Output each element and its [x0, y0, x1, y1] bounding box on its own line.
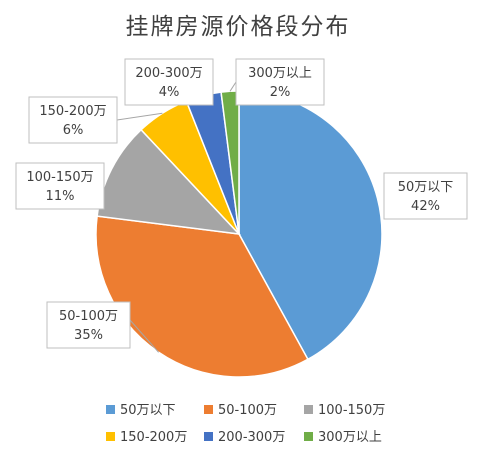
leader-line	[129, 319, 159, 353]
legend-item: 200-300万	[204, 430, 285, 445]
data-label-box	[383, 172, 468, 220]
data-label-box	[235, 58, 325, 106]
legend-label: 300万以上	[318, 430, 382, 445]
data-label: 300万以上 2%	[235, 58, 325, 106]
legend-label: 150-200万	[120, 430, 187, 445]
data-label-value: 4%	[159, 85, 180, 100]
data-label: 200-300万 4%	[124, 58, 214, 106]
legend-label: 50-100万	[218, 403, 277, 418]
data-label-value: 11%	[46, 189, 75, 204]
legend-swatch	[304, 432, 313, 441]
data-label-category: 150-200万	[39, 104, 106, 119]
data-label-value: 2%	[270, 85, 291, 100]
data-label: 50万以下 42%	[383, 172, 468, 220]
data-label-category: 300万以上	[248, 66, 312, 81]
legend-item: 100-150万	[304, 403, 385, 418]
leader-line	[229, 81, 237, 92]
data-label: 50-100万 35%	[46, 301, 131, 349]
legend-item: 300万以上	[304, 430, 382, 445]
pie-slices	[95, 90, 383, 378]
legend-item: 150-200万	[106, 430, 187, 445]
data-label-category: 50万以下	[398, 180, 454, 195]
leader-line	[116, 112, 163, 121]
data-label: 150-200万 6%	[28, 96, 118, 144]
legend-swatch	[106, 432, 115, 441]
data-label-value: 6%	[63, 123, 84, 138]
data-label-category: 100-150万	[26, 170, 93, 185]
legend-swatch	[204, 432, 213, 441]
pie-slice	[96, 128, 241, 236]
legend-swatch	[204, 405, 213, 414]
legend-label: 200-300万	[218, 430, 285, 445]
legend: 50万以下 50-100万 100-150万 150-200万 200-300万 300万…	[106, 403, 385, 445]
data-label-box	[124, 58, 214, 106]
legend-item: 50-100万	[204, 403, 277, 418]
data-label-category: 50-100万	[59, 309, 118, 324]
data-label-category: 200-300万	[135, 66, 202, 81]
data-label-value: 35%	[74, 328, 103, 343]
data-label-box	[46, 301, 131, 349]
legend-swatch	[304, 405, 313, 414]
legend-label: 50万以下	[120, 403, 176, 418]
chart-title: 挂牌房源价格段分布	[126, 14, 351, 40]
legend-label: 100-150万	[318, 403, 385, 418]
data-label-box	[15, 162, 105, 210]
data-label-box	[28, 96, 118, 144]
data-labels: 50万以下 42% 50-100万 35% 100-150万 11% 150-200万 6% 2…	[15, 58, 468, 349]
data-label-value: 42%	[411, 199, 440, 214]
data-label: 100-150万 11%	[15, 162, 105, 210]
legend-swatch	[106, 405, 115, 414]
legend-item: 50万以下	[106, 403, 176, 418]
